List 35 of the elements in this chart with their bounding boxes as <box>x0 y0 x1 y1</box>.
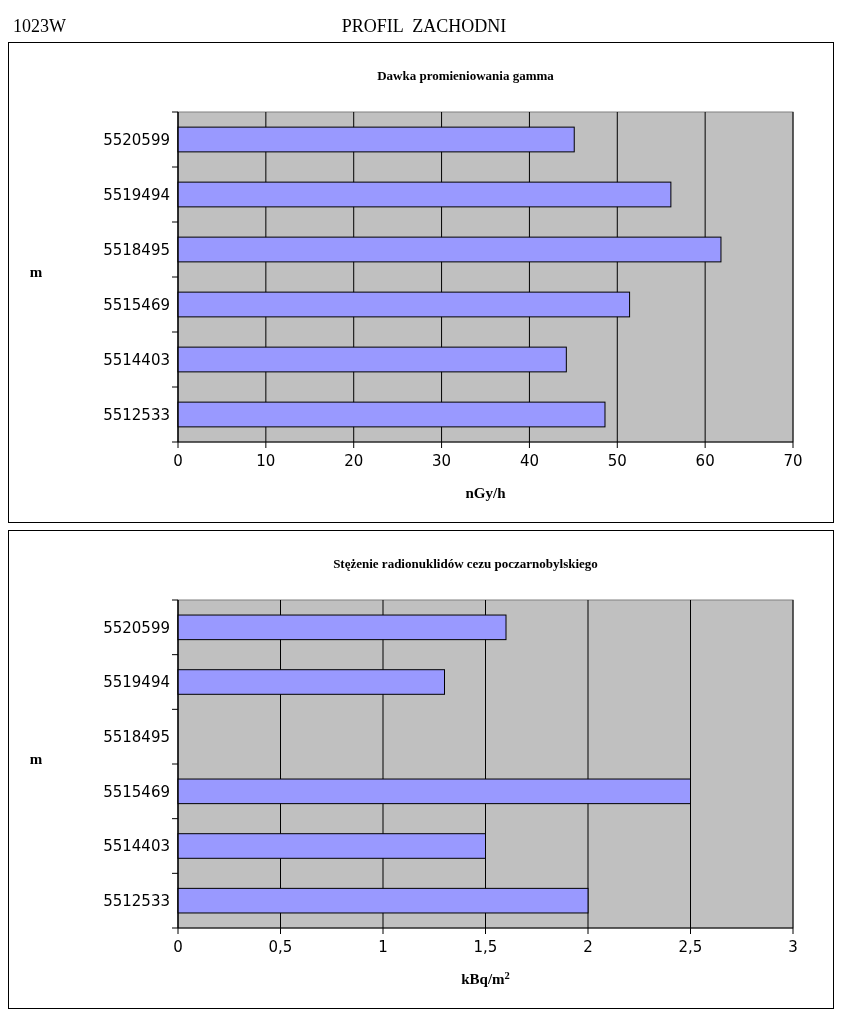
chart-title: Dawka promieniowania gamma <box>377 68 555 83</box>
x-tick-label: 2,5 <box>678 938 703 956</box>
x-tick-label: 30 <box>432 452 452 470</box>
y-axis-title: m <box>29 264 43 280</box>
text: 1023W <box>13 16 66 36</box>
y-tick-label: 5520599 <box>103 130 170 149</box>
x-axis-title: nGy/h <box>465 485 507 501</box>
x-axis-title: kBq/m$^{2}$ <box>461 969 510 987</box>
x-tick-label: 1,5 <box>473 938 498 956</box>
x-tick-label: 0 <box>173 938 183 956</box>
y-tick-label: 5520599 <box>103 618 170 637</box>
x-tick-label: 20 <box>344 452 364 470</box>
x-tick-label: 40 <box>519 452 539 470</box>
y-tick-label: 5512533 <box>103 405 170 424</box>
y-tick-label: 5515469 <box>103 295 170 314</box>
y-tick-label: 5519494 <box>103 185 170 204</box>
x-tick-label: 1 <box>378 938 388 956</box>
chart-title: Stężenie radionuklidów cezu poczarnobylskiego <box>333 556 598 571</box>
x-tick-label: 0 <box>173 452 183 470</box>
x-tick-label: 2 <box>583 938 593 956</box>
y-tick-label: 5514403 <box>103 837 170 856</box>
y-tick-label: 5518495 <box>103 727 170 746</box>
x-tick-label: 0,5 <box>268 938 293 956</box>
y-tick-label: 5514403 <box>103 350 170 369</box>
x-tick-label: 60 <box>695 452 715 470</box>
y-tick-label: 5519494 <box>103 673 170 692</box>
x-tick-label: 3 <box>788 938 798 956</box>
y-tick-label: 5515469 <box>103 782 170 801</box>
x-tick-label: 10 <box>256 452 276 470</box>
y-tick-label: 5512533 <box>103 891 170 910</box>
y-tick-label: 5518495 <box>103 240 170 259</box>
x-tick-label: 70 <box>783 452 803 470</box>
y-axis-title: m <box>29 751 43 767</box>
x-tick-label: 50 <box>607 452 627 470</box>
text: PROFIL ZACHODNI <box>341 16 507 36</box>
